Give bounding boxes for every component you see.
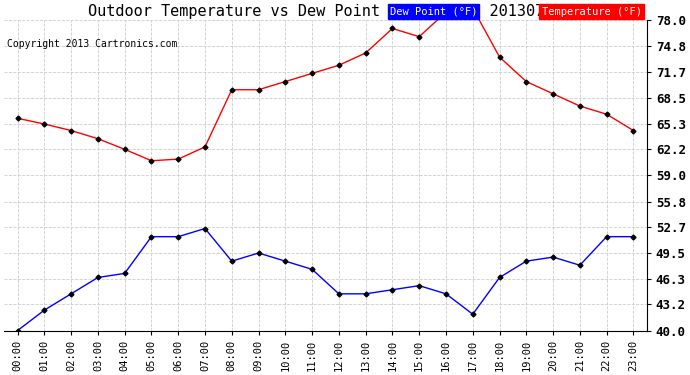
Text: Temperature (°F): Temperature (°F) bbox=[542, 7, 642, 16]
Text: Dew Point (°F): Dew Point (°F) bbox=[390, 7, 477, 16]
Text: Copyright 2013 Cartronics.com: Copyright 2013 Cartronics.com bbox=[7, 39, 177, 50]
Title: Outdoor Temperature vs Dew Point (24 Hours) 20130701: Outdoor Temperature vs Dew Point (24 Hou… bbox=[88, 4, 563, 19]
